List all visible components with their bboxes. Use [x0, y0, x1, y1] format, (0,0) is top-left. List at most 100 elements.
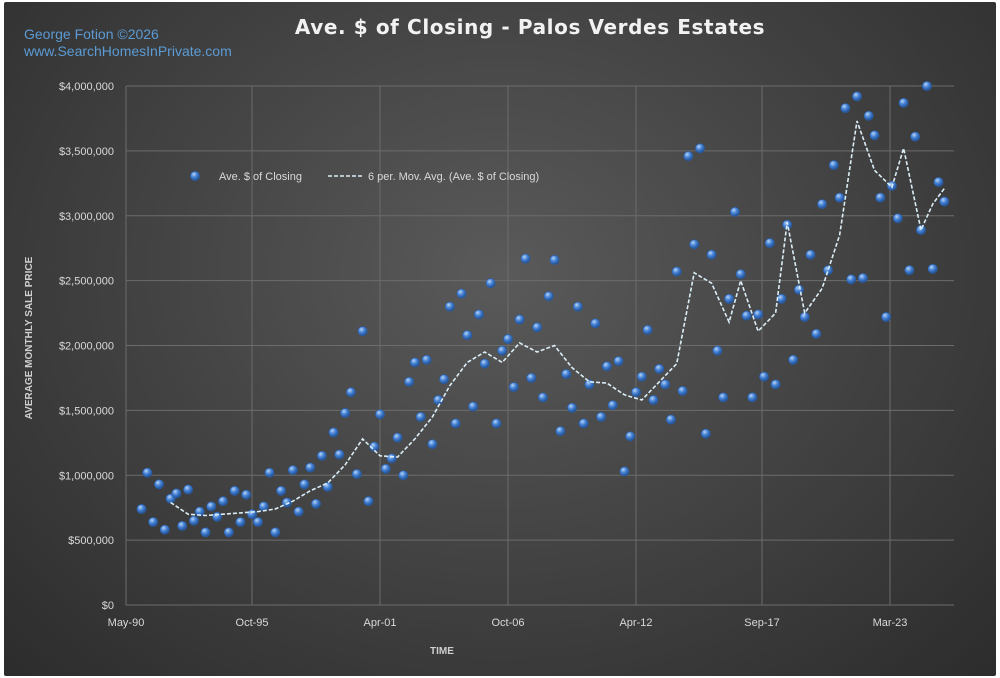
data-point — [177, 521, 188, 531]
legend-label: Ave. $ of Closing — [219, 171, 302, 183]
data-point — [712, 345, 723, 356]
data-point — [572, 301, 583, 312]
data-point — [398, 470, 409, 481]
data-point — [828, 160, 839, 170]
data-point — [916, 225, 926, 235]
y-tick-label: $3,000,000 — [59, 211, 114, 223]
data-point — [898, 98, 909, 108]
data-point — [753, 309, 763, 320]
data-point — [299, 479, 310, 490]
data-point — [747, 392, 758, 403]
data-point — [764, 238, 775, 248]
data-point — [235, 517, 246, 527]
data-point — [863, 110, 874, 121]
data-point — [759, 371, 769, 382]
data-point — [316, 450, 327, 461]
data-point — [508, 382, 519, 392]
data-point — [479, 358, 490, 369]
data-point — [567, 402, 577, 413]
data-point — [636, 371, 647, 382]
y-tick-label: $2,500,000 — [59, 276, 114, 288]
data-point — [194, 506, 205, 517]
data-point — [666, 414, 676, 425]
data-point — [875, 192, 886, 203]
data-point — [910, 131, 921, 142]
x-tick-label: Mar-23 — [873, 617, 908, 629]
data-point — [735, 269, 746, 279]
x-tick-label: Apr-01 — [364, 617, 397, 629]
data-point — [363, 496, 374, 507]
data-point — [660, 379, 670, 390]
data-point — [218, 496, 228, 507]
data-point — [811, 328, 822, 339]
data-point — [252, 517, 263, 527]
y-tick-label: $0 — [102, 600, 114, 612]
data-point — [706, 249, 717, 260]
data-point — [671, 266, 682, 277]
data-point — [933, 177, 944, 187]
data-point — [485, 278, 496, 289]
data-point — [584, 379, 595, 390]
data-point — [328, 427, 339, 438]
gridlines — [125, 85, 954, 606]
data-point — [392, 432, 403, 443]
data-point — [473, 309, 484, 320]
data-point — [136, 504, 147, 514]
data-point — [770, 379, 781, 390]
data-point — [241, 489, 252, 500]
data-point — [188, 515, 199, 526]
data-point — [840, 103, 851, 113]
data-point — [357, 326, 368, 337]
data-point — [602, 361, 612, 372]
data-point — [287, 465, 298, 475]
data-point — [892, 213, 903, 224]
x-tick-label: Oct-95 — [236, 617, 269, 629]
data-point — [334, 449, 345, 460]
data-point — [700, 428, 711, 439]
data-point — [578, 418, 589, 429]
data-point — [514, 314, 525, 325]
legend-label: 6 per. Mov. Avg. (Ave. $ of Closing) — [368, 171, 539, 183]
data-point — [427, 439, 438, 449]
data-point — [922, 81, 932, 91]
x-tick-label: May-90 — [108, 617, 145, 629]
data-point — [561, 369, 572, 379]
data-point — [642, 324, 653, 335]
data-point — [538, 392, 548, 403]
author-credit: George Fotion ©2026 — [24, 26, 159, 42]
data-point — [404, 376, 414, 387]
data-point — [858, 273, 868, 283]
data-point — [311, 498, 321, 509]
data-point — [852, 91, 862, 102]
data-point — [654, 363, 665, 374]
data-point — [631, 387, 641, 398]
data-point — [183, 484, 193, 495]
data-point — [340, 408, 350, 418]
data-point — [293, 506, 304, 517]
data-point — [677, 385, 688, 396]
y-axis-ticks: $0 $500,000 $1,000,000 $1,500,000 $2,000,000… — [59, 81, 114, 612]
data-point — [590, 318, 601, 329]
y-tick-label: $1,000,000 — [59, 470, 114, 482]
plot-series — [136, 81, 950, 538]
data-point — [718, 392, 729, 403]
data-point — [619, 466, 630, 477]
data-point — [212, 511, 222, 522]
data-point — [648, 395, 659, 405]
data-point — [497, 345, 508, 356]
data-point — [305, 462, 316, 473]
data-point — [171, 488, 182, 499]
y-tick-label: $2,000,000 — [59, 341, 114, 353]
data-point — [444, 301, 455, 312]
x-tick-label: Apr-12 — [619, 617, 652, 629]
data-point — [223, 527, 234, 538]
data-point — [532, 322, 542, 333]
data-point — [939, 196, 950, 207]
data-point — [549, 254, 560, 265]
data-point — [788, 354, 798, 365]
data-point — [415, 411, 426, 422]
data-point — [206, 501, 217, 512]
data-point — [258, 501, 269, 512]
data-point — [520, 253, 531, 264]
y-tick-label: $3,500,000 — [59, 146, 114, 158]
